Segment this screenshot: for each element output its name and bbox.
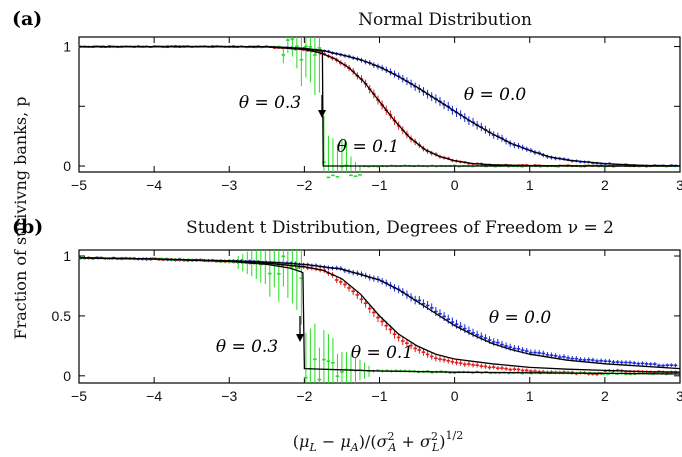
y-tick-label: 1 [63, 248, 71, 264]
arrow-head [296, 334, 304, 342]
series-annotation: θ = 0.0 [489, 308, 552, 328]
x-tick-label: −4 [146, 177, 162, 193]
series-line [78, 257, 681, 373]
series-line [78, 257, 681, 370]
x-tick-label: −1 [372, 388, 388, 404]
x-tick-label: 1 [526, 177, 534, 193]
x-tick-label: 3 [676, 388, 682, 404]
y-tick-label: 0.5 [52, 308, 72, 324]
y-tick-label: 1 [63, 39, 71, 55]
panel-b: −5 −4 −3 −2 −1 0 1 2 3 0 0.5 1 (b) Student t Distribu… [12, 216, 682, 404]
panel-title: Normal Distribution [358, 10, 532, 30]
x-tick-label: −1 [372, 177, 388, 193]
series-annotation: θ = 0.0 [464, 85, 527, 105]
x-tick-label: 0 [451, 388, 459, 404]
panel-tag: (b) [12, 216, 43, 238]
series-annotation: θ = 0.3 [216, 337, 278, 357]
series-annotation: θ = 0.1 [351, 343, 413, 363]
x-tick-label: 0 [451, 177, 459, 193]
series-annotation: θ = 0.3 [239, 93, 301, 113]
x-tick-label: −5 [71, 177, 87, 193]
series-line [78, 257, 681, 375]
panel-a: −5 −4 −3 −2 −1 0 1 2 3 0 1 (a) Normal Distribution θ … [12, 8, 682, 193]
series-line [79, 45, 680, 167]
x-tick-label: −3 [221, 177, 237, 193]
x-tick-label: 2 [601, 388, 609, 404]
x-tick-label: −4 [146, 388, 162, 404]
y-tick-label: 0 [63, 158, 71, 174]
x-tick-label: −2 [296, 388, 312, 404]
x-tick-label: −5 [71, 388, 87, 404]
arrow-head [318, 110, 326, 118]
panel-tag: (a) [12, 8, 42, 30]
x-tick-label: −2 [296, 177, 312, 193]
y-tick-label: 0 [63, 368, 71, 384]
x-axis-label: (μL − μA)/(σ2 A + σ2 L)1/2 [293, 429, 463, 454]
panel-title: Student t Distribution, Degrees of Freed… [186, 218, 614, 238]
series-annotation: θ = 0.1 [337, 137, 399, 157]
y-axis-label: Fraction of surivivng banks, p [11, 97, 30, 340]
x-tick-label: −3 [221, 388, 237, 404]
x-tick-label: 3 [676, 177, 682, 193]
x-tick-label: 1 [526, 388, 534, 404]
x-tick-label: 2 [601, 177, 609, 193]
